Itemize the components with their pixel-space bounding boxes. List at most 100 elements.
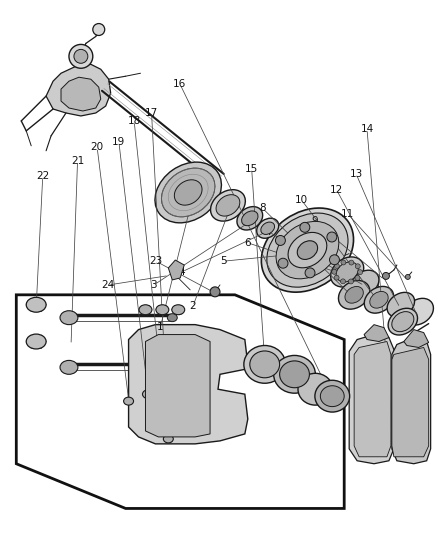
Ellipse shape [276,221,339,279]
Text: 10: 10 [295,195,308,205]
Text: 3: 3 [150,280,157,290]
Text: 4: 4 [179,267,185,277]
Circle shape [349,279,353,284]
Text: 20: 20 [91,142,104,152]
Text: 22: 22 [36,172,49,181]
Circle shape [382,272,389,279]
Ellipse shape [26,334,46,349]
Circle shape [329,255,339,265]
Ellipse shape [370,292,388,308]
Circle shape [349,260,354,265]
Circle shape [300,222,310,232]
Text: 9: 9 [311,216,318,227]
Text: 15: 15 [245,164,258,174]
Ellipse shape [216,195,240,216]
Polygon shape [392,337,431,464]
Text: 14: 14 [360,124,374,134]
Circle shape [355,276,360,280]
Circle shape [305,268,315,278]
Circle shape [334,275,339,280]
Ellipse shape [387,293,414,317]
Text: 24: 24 [101,280,115,290]
Ellipse shape [237,207,263,230]
Ellipse shape [331,257,364,287]
Ellipse shape [124,397,134,405]
Text: 23: 23 [149,256,162,266]
Circle shape [276,236,286,245]
Ellipse shape [160,413,170,421]
Text: 19: 19 [112,137,126,147]
Ellipse shape [250,351,279,378]
Ellipse shape [152,364,162,372]
Text: 13: 13 [350,169,363,179]
Ellipse shape [155,162,222,223]
Circle shape [210,287,220,297]
Ellipse shape [60,360,78,374]
Circle shape [341,260,346,265]
Text: 18: 18 [127,116,141,126]
Ellipse shape [345,286,364,303]
Circle shape [405,274,410,279]
Ellipse shape [244,345,286,383]
Ellipse shape [167,314,177,321]
Polygon shape [145,335,210,437]
Circle shape [357,270,363,274]
Polygon shape [404,329,429,348]
Text: 16: 16 [173,79,187,89]
Circle shape [340,279,346,284]
Polygon shape [354,342,391,457]
Ellipse shape [274,356,315,393]
Text: 1: 1 [157,322,163,333]
Ellipse shape [257,218,279,238]
Ellipse shape [174,180,202,205]
Ellipse shape [242,211,258,225]
Ellipse shape [139,305,152,314]
Circle shape [355,264,360,269]
Text: 8: 8 [259,203,266,213]
Ellipse shape [162,168,215,217]
Text: 2: 2 [190,301,196,311]
Ellipse shape [297,241,318,260]
Text: 21: 21 [71,156,84,166]
Polygon shape [61,77,101,111]
Ellipse shape [336,262,358,282]
Polygon shape [168,260,184,280]
Ellipse shape [261,208,353,292]
Polygon shape [392,348,429,457]
Ellipse shape [26,297,46,312]
Circle shape [69,44,93,68]
Circle shape [332,269,337,274]
Ellipse shape [267,213,348,287]
Text: 12: 12 [330,185,343,195]
Circle shape [334,263,339,269]
Ellipse shape [364,286,394,313]
Polygon shape [46,64,111,116]
Text: 6: 6 [244,238,251,248]
Ellipse shape [60,311,78,325]
Ellipse shape [156,305,169,314]
Ellipse shape [339,280,370,309]
Text: 7: 7 [266,227,272,237]
Ellipse shape [172,305,185,314]
Text: 5: 5 [220,256,226,266]
Ellipse shape [404,298,434,325]
Ellipse shape [142,390,155,399]
Ellipse shape [388,308,417,335]
Polygon shape [364,325,389,342]
Ellipse shape [392,312,414,332]
Ellipse shape [279,361,309,387]
Ellipse shape [288,232,327,268]
Text: 11: 11 [341,208,354,219]
Ellipse shape [298,373,333,405]
Ellipse shape [163,435,173,443]
Circle shape [93,23,105,36]
Text: 17: 17 [145,108,158,118]
Circle shape [74,50,88,63]
Ellipse shape [315,380,350,412]
Polygon shape [349,335,394,464]
Ellipse shape [211,190,245,221]
Circle shape [327,232,337,242]
Ellipse shape [261,222,275,235]
Polygon shape [129,325,248,444]
Ellipse shape [351,270,379,296]
